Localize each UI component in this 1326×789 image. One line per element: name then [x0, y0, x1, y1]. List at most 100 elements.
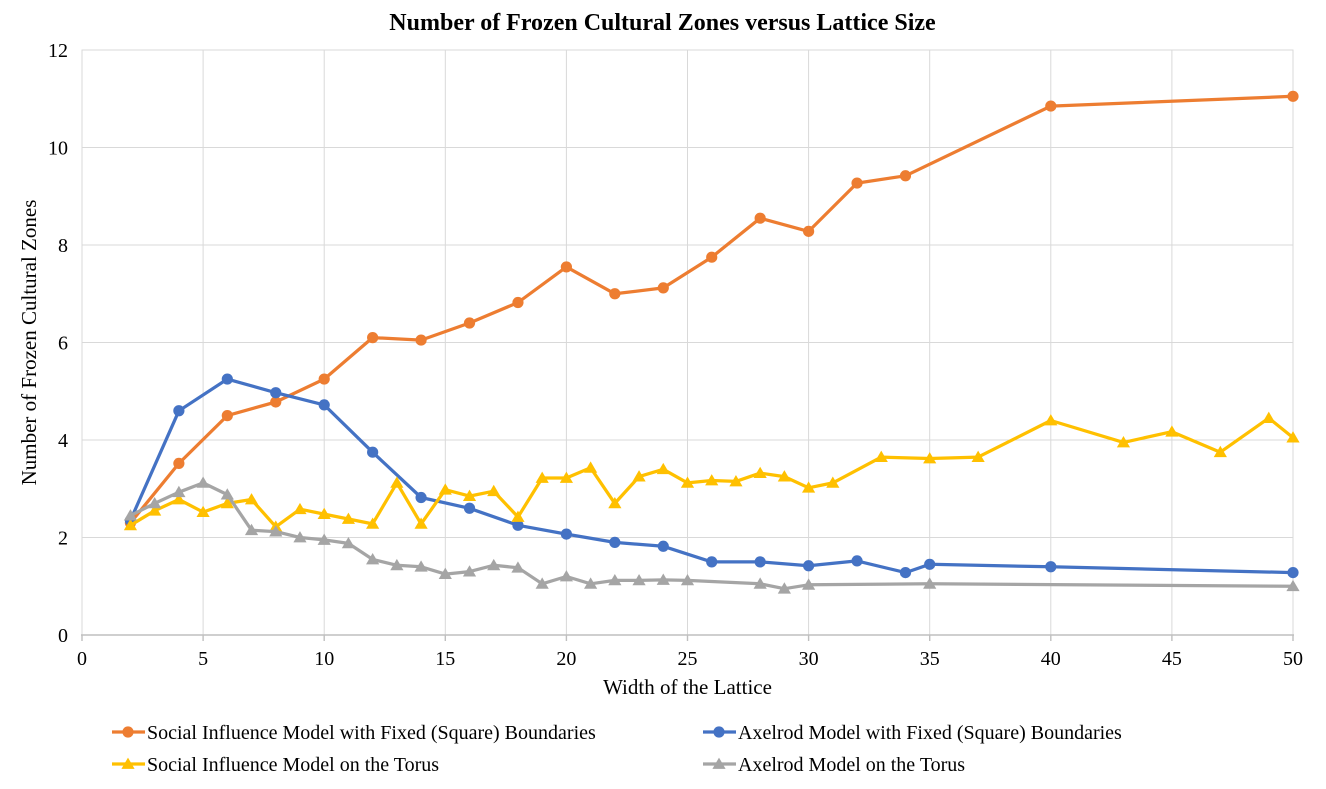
- legend-item: Axelrod Model with Fixed (Square) Bounda…: [703, 722, 1122, 744]
- data-point-marker: [244, 493, 259, 505]
- y-tick-label: 10: [48, 138, 68, 160]
- data-point-marker: [172, 485, 186, 498]
- data-point-marker: [705, 474, 719, 486]
- data-point-marker: [1044, 414, 1058, 426]
- data-point-marker: [1262, 411, 1276, 423]
- data-point-marker: [123, 518, 138, 531]
- data-point-marker: [293, 531, 307, 543]
- data-point-marker: [148, 504, 162, 516]
- data-point-marker: [803, 225, 815, 237]
- data-point-marker: [656, 462, 670, 475]
- data-point-marker: [971, 450, 985, 462]
- data-point-marker: [148, 496, 162, 509]
- data-point-marker: [220, 488, 234, 500]
- data-point-marker: [366, 517, 380, 529]
- data-point-marker: [706, 556, 718, 568]
- data-point-marker: [924, 558, 936, 570]
- data-point-marker: [196, 476, 210, 488]
- x-tick-label: 45: [1162, 648, 1182, 670]
- data-point-marker: [535, 471, 549, 483]
- data-point-marker: [632, 574, 646, 586]
- data-point-marker: [803, 560, 815, 572]
- data-point-marker: [656, 573, 670, 585]
- x-tick-label: 50: [1283, 648, 1303, 670]
- data-point-marker: [462, 565, 477, 577]
- y-axis-title: Number of Frozen Cultural Zones: [17, 200, 41, 486]
- data-point-marker: [777, 470, 791, 482]
- data-point-marker: [826, 476, 840, 488]
- x-tick-label: 15: [435, 648, 455, 670]
- data-point-marker: [1213, 445, 1227, 458]
- data-point-marker: [1287, 567, 1299, 579]
- data-point-marker: [608, 574, 622, 586]
- legend-marker-circle: [713, 726, 725, 738]
- data-point-marker: [415, 334, 427, 346]
- legend-marker-circle: [122, 726, 134, 738]
- data-point-marker: [899, 170, 912, 182]
- data-point-marker: [1116, 436, 1131, 448]
- data-point-marker: [777, 582, 791, 594]
- data-point-marker: [512, 519, 524, 531]
- data-point-marker: [851, 555, 863, 567]
- data-point-marker: [317, 533, 331, 545]
- data-point-marker: [221, 410, 233, 422]
- data-point-marker: [172, 493, 186, 505]
- data-point-marker: [802, 481, 816, 493]
- data-point-marker: [341, 512, 356, 524]
- data-point-marker: [318, 399, 330, 411]
- data-point-marker: [559, 471, 573, 483]
- data-point-marker: [244, 523, 259, 536]
- data-point-marker: [270, 396, 282, 408]
- data-point-marker: [729, 475, 743, 487]
- x-axis-title: Width of the Lattice: [603, 675, 772, 699]
- data-point-marker: [220, 496, 234, 509]
- data-point-marker: [680, 574, 695, 586]
- data-point-marker: [438, 483, 452, 495]
- data-point-marker: [1045, 100, 1057, 112]
- data-point-marker: [390, 558, 404, 571]
- data-point-marker: [923, 452, 937, 464]
- data-point-marker: [559, 570, 573, 582]
- legend-label: Social Influence Model with Fixed (Squar…: [147, 722, 596, 744]
- series-line-3: [128, 481, 1295, 591]
- data-point-marker: [269, 525, 283, 537]
- data-point-marker: [560, 261, 573, 273]
- data-point-marker: [512, 296, 524, 309]
- y-tick-label: 0: [58, 625, 68, 647]
- data-point-marker: [317, 507, 331, 519]
- data-point-marker: [1165, 425, 1179, 437]
- data-point-marker: [341, 536, 356, 549]
- data-point-marker: [1286, 431, 1300, 443]
- legend-item: Social Influence Model with Fixed (Squar…: [112, 722, 596, 744]
- data-point-marker: [874, 450, 888, 462]
- data-point-marker: [487, 558, 501, 571]
- data-point-marker: [415, 491, 427, 504]
- chart-title: Number of Frozen Cultural Zones versus L…: [389, 10, 936, 36]
- data-point-marker: [899, 567, 912, 579]
- data-point-marker: [609, 288, 621, 300]
- x-tick-label: 0: [77, 648, 87, 670]
- data-point-marker: [1286, 579, 1300, 592]
- data-point-marker: [293, 502, 307, 515]
- legend-label: Axelrod Model with Fixed (Square) Bounda…: [738, 722, 1122, 744]
- data-point-marker: [754, 212, 766, 224]
- data-point-marker: [754, 556, 766, 568]
- data-point-marker: [367, 332, 379, 344]
- data-point-marker: [438, 567, 452, 579]
- data-point-marker: [511, 510, 525, 522]
- data-point-marker: [463, 317, 476, 329]
- data-point-marker: [196, 505, 210, 518]
- data-point-marker: [851, 177, 863, 189]
- data-point-marker: [511, 561, 525, 573]
- data-point-marker: [609, 536, 621, 548]
- data-point-marker: [802, 578, 816, 590]
- data-point-marker: [221, 373, 233, 385]
- legend-marker-triangle: [121, 757, 135, 769]
- data-point-marker: [1045, 561, 1057, 573]
- data-point-marker: [173, 405, 185, 417]
- data-point-marker: [657, 282, 669, 294]
- x-tick-label: 20: [556, 648, 576, 670]
- data-point-marker: [753, 466, 767, 479]
- y-tick-label: 6: [58, 333, 68, 355]
